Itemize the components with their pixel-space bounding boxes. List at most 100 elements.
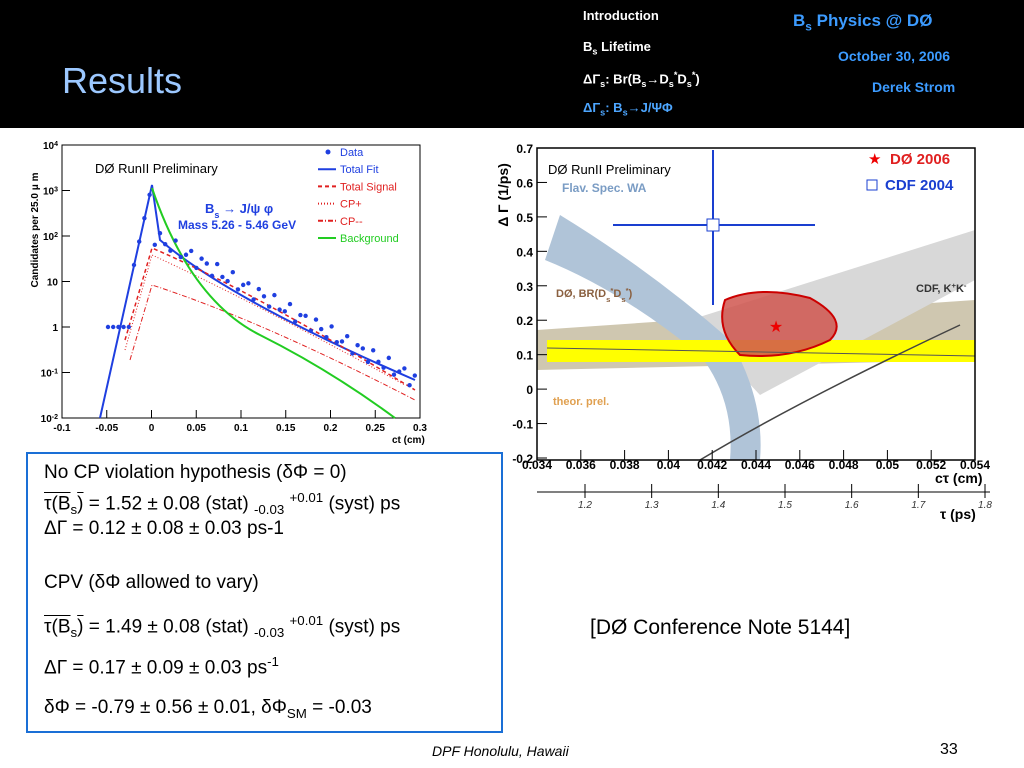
y-tick-label: 103: [43, 186, 58, 198]
data-dot: [142, 216, 147, 221]
y-tick-label: -0.1: [512, 418, 533, 432]
text-part: -1: [267, 654, 279, 669]
text-part: *: [673, 70, 678, 80]
x-tick-label: 0.1: [234, 423, 248, 434]
legend-marker: [325, 149, 331, 155]
legend-label: Background: [340, 233, 399, 245]
cdf-line: [699, 324, 961, 461]
text-part: s: [621, 295, 625, 304]
x2-tick-label: 1.4: [711, 500, 725, 511]
data-dot: [397, 369, 402, 374]
data-dot: [345, 333, 350, 339]
text-part: s: [606, 295, 610, 304]
x-tick-label: 0.05: [187, 423, 207, 434]
data-dot: [381, 365, 386, 370]
x-tick-label: 0.2: [324, 423, 338, 434]
talk-title: Bs Physics @ DØ: [793, 11, 932, 33]
y-tick-label: 0.4: [516, 245, 533, 259]
data-dot: [365, 359, 371, 365]
data-dot: [116, 324, 121, 330]
text-part: B: [583, 39, 593, 54]
result-line: CPV (δΦ allowed to vary): [44, 572, 259, 593]
text-part: CDF, K: [916, 283, 952, 295]
footer-venue: DPF Honolulu, Hawaii: [432, 743, 569, 759]
data-dot: [178, 254, 183, 260]
data-dot: [329, 324, 334, 329]
lifetime-plot: DØ RunII Preliminary Bs → J/ψ φ Mass 5.2…: [30, 141, 427, 447]
x-axis-label: ct (cm): [392, 435, 425, 446]
data-dot: [303, 313, 308, 318]
nav-item[interactable]: Bs Lifetime: [583, 39, 651, 57]
result-line: No CP violation hypothesis (δΦ = 0): [44, 462, 347, 483]
data-dot: [225, 278, 230, 284]
text-part: ): [77, 616, 84, 638]
text-part: Physics @ DØ: [811, 11, 933, 30]
text-part: s: [70, 625, 78, 641]
text-part: -0.03: [253, 502, 285, 518]
text-part: = 1.52 ± 0.08 (stat): [83, 493, 254, 515]
text-part: +0.01: [289, 490, 324, 505]
citation: [DØ Conference Note 5144]: [590, 616, 851, 639]
text-part: -: [964, 281, 967, 290]
y-tick-label: 0.3: [516, 280, 533, 294]
text-part: : B: [605, 100, 623, 115]
text-part: -2: [52, 414, 58, 421]
text-part: ΔΓ: [583, 71, 601, 87]
width-plot: ★ DØ RunII Preliminary Flav. Spec. WA DØ…: [495, 142, 992, 522]
y-tick-label: 0.7: [516, 142, 533, 156]
text-part: 10: [41, 369, 53, 380]
text-part: K: [956, 283, 964, 295]
data-dot: [267, 304, 272, 309]
data-dot: [287, 301, 293, 307]
data-dot: [147, 192, 152, 197]
x2-tick-label: 1.7: [911, 500, 925, 511]
data-dot: [324, 334, 329, 340]
x-tick-label: -0.1: [53, 423, 71, 434]
prelim-label: DØ RunII Preliminary: [548, 162, 671, 177]
text-part: D: [677, 71, 687, 87]
data-dot: [355, 343, 360, 348]
flav-band: [545, 215, 761, 460]
text-part: 3: [54, 186, 58, 193]
nav-item[interactable]: ΔΓs: Bs→J/ΨΦ: [583, 100, 673, 118]
nav-item[interactable]: Introduction: [583, 8, 659, 23]
text-part: : Br(B: [605, 71, 642, 87]
annotation: Flav. Spec. WA: [562, 181, 647, 195]
x-tick-label: 0.052: [916, 458, 946, 472]
legend-marker: [866, 179, 878, 191]
x2-tick-label: 1.6: [845, 500, 859, 511]
data-dot: [339, 339, 345, 344]
data-dot: [319, 326, 324, 332]
text-part: τ(B: [44, 493, 71, 515]
data-dot: [407, 383, 412, 388]
legend-label: Total Signal: [340, 181, 397, 193]
text-part: s: [600, 107, 606, 118]
data-dot: [215, 261, 220, 267]
text-part: 2: [54, 232, 58, 239]
text-part: ΔΓ = 0.17 ± 0.09 ± 0.03 ps: [44, 657, 268, 679]
text-part: +0.01: [289, 613, 324, 628]
data-dot: [220, 274, 225, 280]
text-part: → J/ψ φ: [219, 201, 273, 216]
result-line: τ(Bs) = 1.52 ± 0.08 (stat) -0.03 +0.01 (…: [44, 490, 400, 517]
data-dot: [199, 256, 204, 261]
data-dot: [111, 324, 116, 330]
data-dot: [293, 319, 298, 324]
data-dot: [194, 265, 199, 271]
text-part: δΦ = -0.79 ± 0.56 ± 0.01, δΦ: [44, 697, 287, 718]
x-tick-label: 0.05: [876, 458, 900, 472]
nav-item[interactable]: ΔΓs: Br(Bs→Ds*Ds*): [583, 70, 700, 89]
y-tick-label: 0.5: [516, 211, 533, 225]
text-part: = -0.03: [306, 697, 372, 718]
x-tick-label: 0.046: [785, 458, 815, 472]
annotation: CDF, K+K-: [916, 281, 967, 296]
text-part: s: [668, 78, 674, 89]
data-dot: [246, 281, 251, 286]
y-tick-label: 0.6: [516, 176, 533, 190]
x-tick-label: 0.048: [829, 458, 859, 472]
x-tick-label: 0.034: [522, 458, 552, 472]
text-part: τ(B: [44, 616, 71, 638]
result-line: δΦ = -0.79 ± 0.56 ± 0.01, δΦSM = -0.03: [44, 697, 372, 721]
text-part: *: [626, 286, 629, 295]
